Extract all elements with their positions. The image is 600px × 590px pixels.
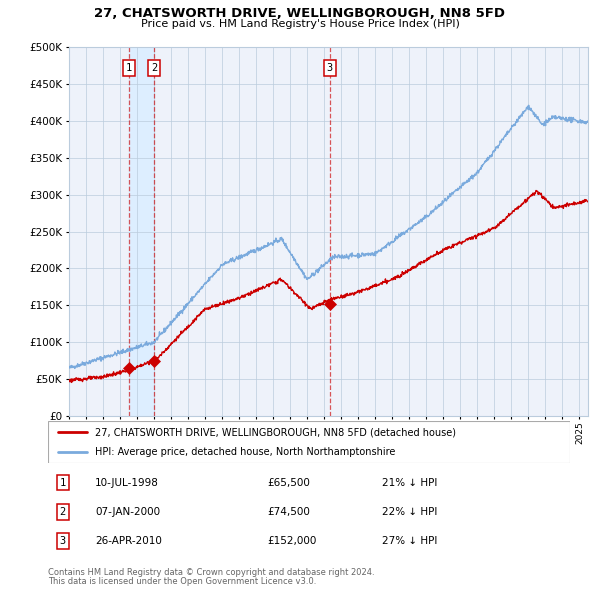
Text: 3: 3 (59, 536, 66, 546)
Text: 3: 3 (326, 63, 333, 73)
Text: 26-APR-2010: 26-APR-2010 (95, 536, 162, 546)
Text: 22% ↓ HPI: 22% ↓ HPI (382, 507, 437, 517)
Text: 1: 1 (126, 63, 132, 73)
Text: £74,500: £74,500 (267, 507, 310, 517)
Text: 2: 2 (151, 63, 158, 73)
Text: 27, CHATSWORTH DRIVE, WELLINGBOROUGH, NN8 5FD (detached house): 27, CHATSWORTH DRIVE, WELLINGBOROUGH, NN… (95, 427, 456, 437)
Text: 27% ↓ HPI: 27% ↓ HPI (382, 536, 437, 546)
Text: 27, CHATSWORTH DRIVE, WELLINGBOROUGH, NN8 5FD: 27, CHATSWORTH DRIVE, WELLINGBOROUGH, NN… (95, 7, 505, 20)
Text: 1: 1 (59, 477, 66, 487)
Text: HPI: Average price, detached house, North Northamptonshire: HPI: Average price, detached house, Nort… (95, 447, 395, 457)
Text: 2: 2 (59, 507, 66, 517)
Text: This data is licensed under the Open Government Licence v3.0.: This data is licensed under the Open Gov… (48, 577, 316, 586)
Text: 07-JAN-2000: 07-JAN-2000 (95, 507, 160, 517)
Text: Contains HM Land Registry data © Crown copyright and database right 2024.: Contains HM Land Registry data © Crown c… (48, 568, 374, 576)
Text: 10-JUL-1998: 10-JUL-1998 (95, 477, 159, 487)
Bar (129, 47, 154, 416)
Text: £65,500: £65,500 (267, 477, 310, 487)
Text: Price paid vs. HM Land Registry's House Price Index (HPI): Price paid vs. HM Land Registry's House … (140, 19, 460, 30)
Text: 21% ↓ HPI: 21% ↓ HPI (382, 477, 437, 487)
Text: £152,000: £152,000 (267, 536, 317, 546)
